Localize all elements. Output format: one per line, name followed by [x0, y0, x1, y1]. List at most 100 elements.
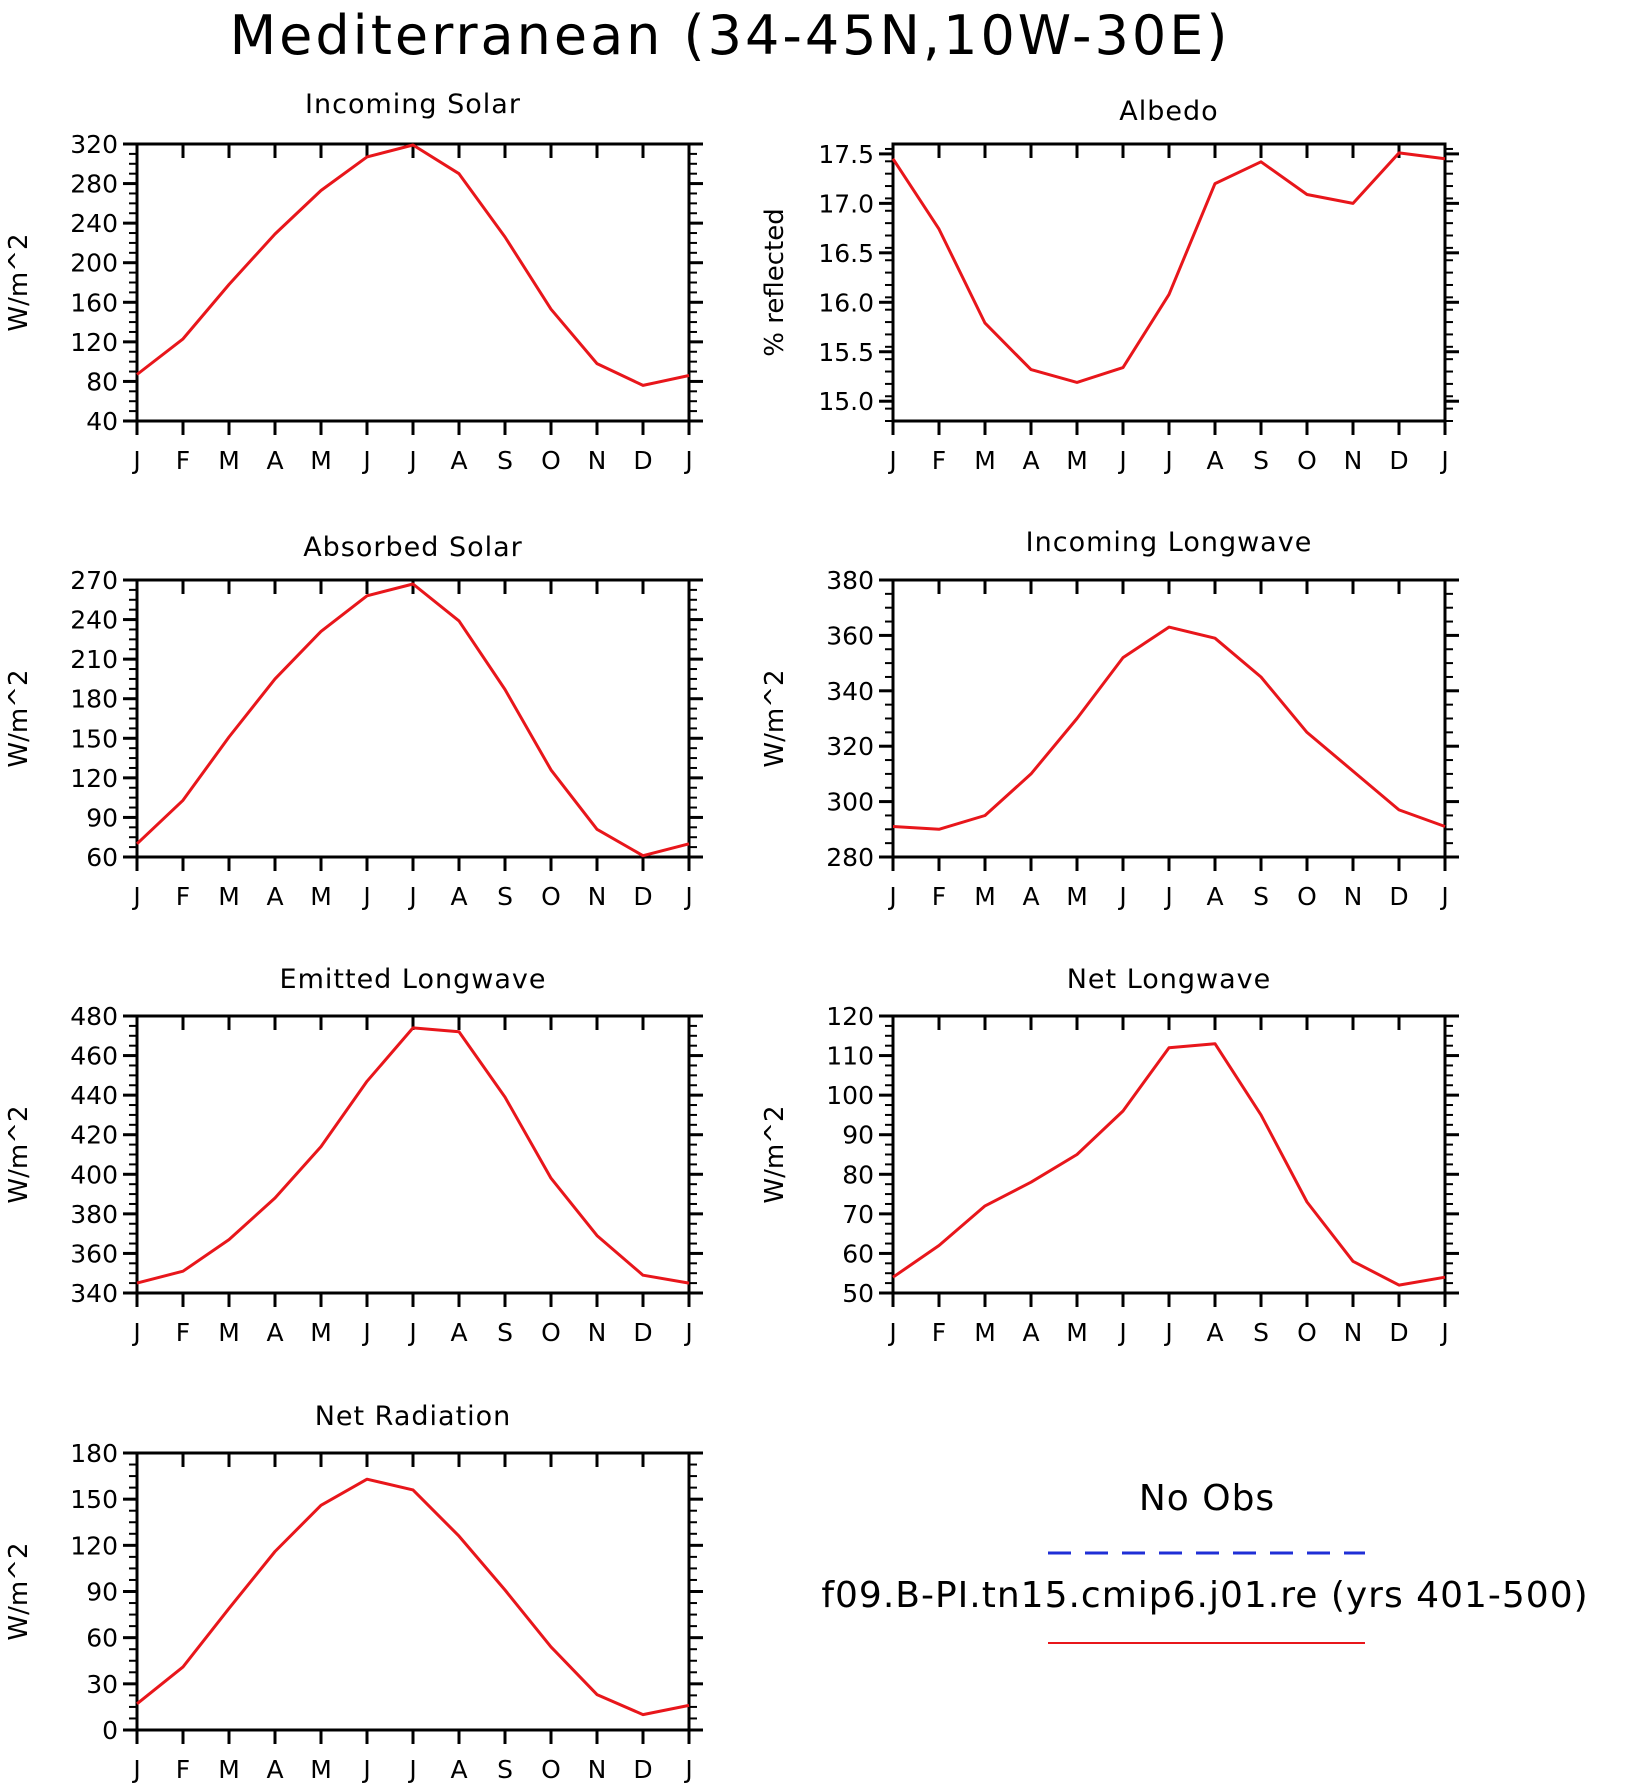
y-tick-label: 90	[86, 1578, 118, 1607]
x-tick-label: J	[131, 882, 140, 911]
y-tick-label: 120	[70, 764, 118, 793]
y-tick-label: 340	[826, 677, 874, 706]
y-tick-label: 240	[70, 209, 118, 238]
panel-title: Incoming Longwave	[1026, 527, 1313, 558]
y-tick-label: 60	[86, 843, 118, 872]
x-tick-label: F	[932, 882, 946, 911]
y-tick-label: 380	[70, 1200, 118, 1229]
y-tick-label: 200	[70, 249, 118, 278]
x-tick-label: J	[407, 882, 416, 911]
y-tick-label: 270	[70, 566, 118, 595]
y-tick-label: 160	[70, 288, 118, 317]
y-tick-label: 280	[826, 843, 874, 872]
y-tick-label: 16.5	[818, 239, 874, 268]
x-tick-label: O	[1297, 1318, 1317, 1347]
y-tick-label: 110	[826, 1042, 874, 1071]
y-tick-label: 320	[70, 130, 118, 159]
x-tick-label: F	[932, 446, 946, 475]
x-tick-label: J	[1163, 1318, 1172, 1347]
x-tick-label: O	[541, 446, 561, 475]
series-line	[892, 625, 1446, 831]
x-tick-label: J	[1439, 446, 1448, 475]
y-axis-label: W/m^2	[4, 233, 34, 331]
x-tick-label: S	[1253, 1318, 1269, 1347]
x-tick-label: S	[497, 1318, 513, 1347]
y-tick-label: 480	[70, 1002, 118, 1031]
legend: No Obs f09.B-PI.tn15.cmip6.j01.re (yrs 40…	[821, 1478, 1588, 1644]
series-line	[136, 1026, 690, 1285]
x-tick-label: A	[266, 1318, 283, 1347]
x-tick-label: J	[361, 882, 370, 911]
y-tick-label: 150	[70, 1485, 118, 1514]
x-tick-label: M	[974, 446, 996, 475]
x-tick-label: J	[407, 1755, 416, 1783]
y-tick-label: 360	[70, 1239, 118, 1268]
x-tick-label: A	[1022, 446, 1039, 475]
x-tick-label: D	[633, 1318, 652, 1347]
x-tick-label: F	[176, 1318, 190, 1347]
x-tick-label: J	[1117, 882, 1126, 911]
x-tick-label: D	[1389, 446, 1408, 475]
x-tick-label: N	[588, 446, 607, 475]
x-tick-label: M	[1066, 882, 1088, 911]
y-tick-label: 380	[826, 566, 874, 595]
y-tick-label: 0	[102, 1716, 118, 1745]
x-tick-label: S	[497, 1755, 513, 1783]
y-tick-label: 80	[86, 367, 118, 396]
x-tick-label: N	[588, 1318, 607, 1347]
y-tick-label: 340	[70, 1279, 118, 1308]
panel-title: Absorbed Solar	[303, 532, 523, 563]
x-tick-label: N	[1344, 446, 1363, 475]
x-tick-label: D	[1389, 882, 1408, 911]
x-tick-label: D	[1389, 1318, 1408, 1347]
y-tick-label: 180	[70, 1439, 118, 1468]
series-line	[892, 1042, 1446, 1287]
y-tick-label: 90	[86, 803, 118, 832]
y-tick-label: 80	[842, 1160, 874, 1189]
y-tick-label: 15.5	[818, 338, 874, 367]
y-tick-label: 300	[826, 788, 874, 817]
y-tick-label: 420	[70, 1121, 118, 1150]
x-tick-label: A	[1206, 882, 1223, 911]
x-tick-label: A	[266, 882, 283, 911]
x-tick-label: J	[361, 1318, 370, 1347]
x-tick-label: J	[407, 446, 416, 475]
y-tick-label: 120	[70, 1531, 118, 1560]
x-tick-label: D	[633, 446, 652, 475]
x-tick-label: M	[1066, 1318, 1088, 1347]
plot-frame	[891, 1014, 1447, 1295]
x-tick-label: O	[1297, 882, 1317, 911]
x-tick-label: A	[450, 446, 467, 475]
x-tick-label: A	[1206, 446, 1223, 475]
panel-title: Emitted Longwave	[280, 964, 547, 995]
legend-label-obs: No Obs	[1139, 1478, 1275, 1519]
y-tick-label: 90	[842, 1121, 874, 1150]
plot-frame	[135, 1014, 691, 1295]
x-tick-label: F	[176, 882, 190, 911]
plot-frame	[891, 578, 1447, 859]
x-tick-label: J	[683, 1755, 692, 1783]
x-tick-label: J	[131, 1755, 140, 1783]
y-axis-label: W/m^2	[760, 669, 790, 767]
series-line	[891, 151, 1446, 384]
x-tick-label: M	[310, 1318, 332, 1347]
y-tick-label: 400	[70, 1160, 118, 1189]
panel-title: Net Radiation	[315, 1401, 512, 1432]
x-tick-label: J	[1163, 882, 1172, 911]
x-tick-label: A	[450, 882, 467, 911]
legend-label-model: f09.B-PI.tn15.cmip6.j01.re (yrs 401-500)	[821, 1575, 1588, 1616]
x-tick-label: J	[683, 1318, 692, 1347]
x-tick-label: J	[361, 446, 370, 475]
panel-title: Net Longwave	[1067, 964, 1272, 995]
x-tick-label: A	[450, 1318, 467, 1347]
x-tick-label: J	[683, 882, 692, 911]
y-tick-label: 15.0	[818, 387, 874, 416]
y-axis-label: % reflected	[760, 208, 790, 356]
x-tick-label: M	[310, 446, 332, 475]
x-tick-label: O	[541, 1755, 561, 1783]
y-tick-label: 240	[70, 606, 118, 635]
